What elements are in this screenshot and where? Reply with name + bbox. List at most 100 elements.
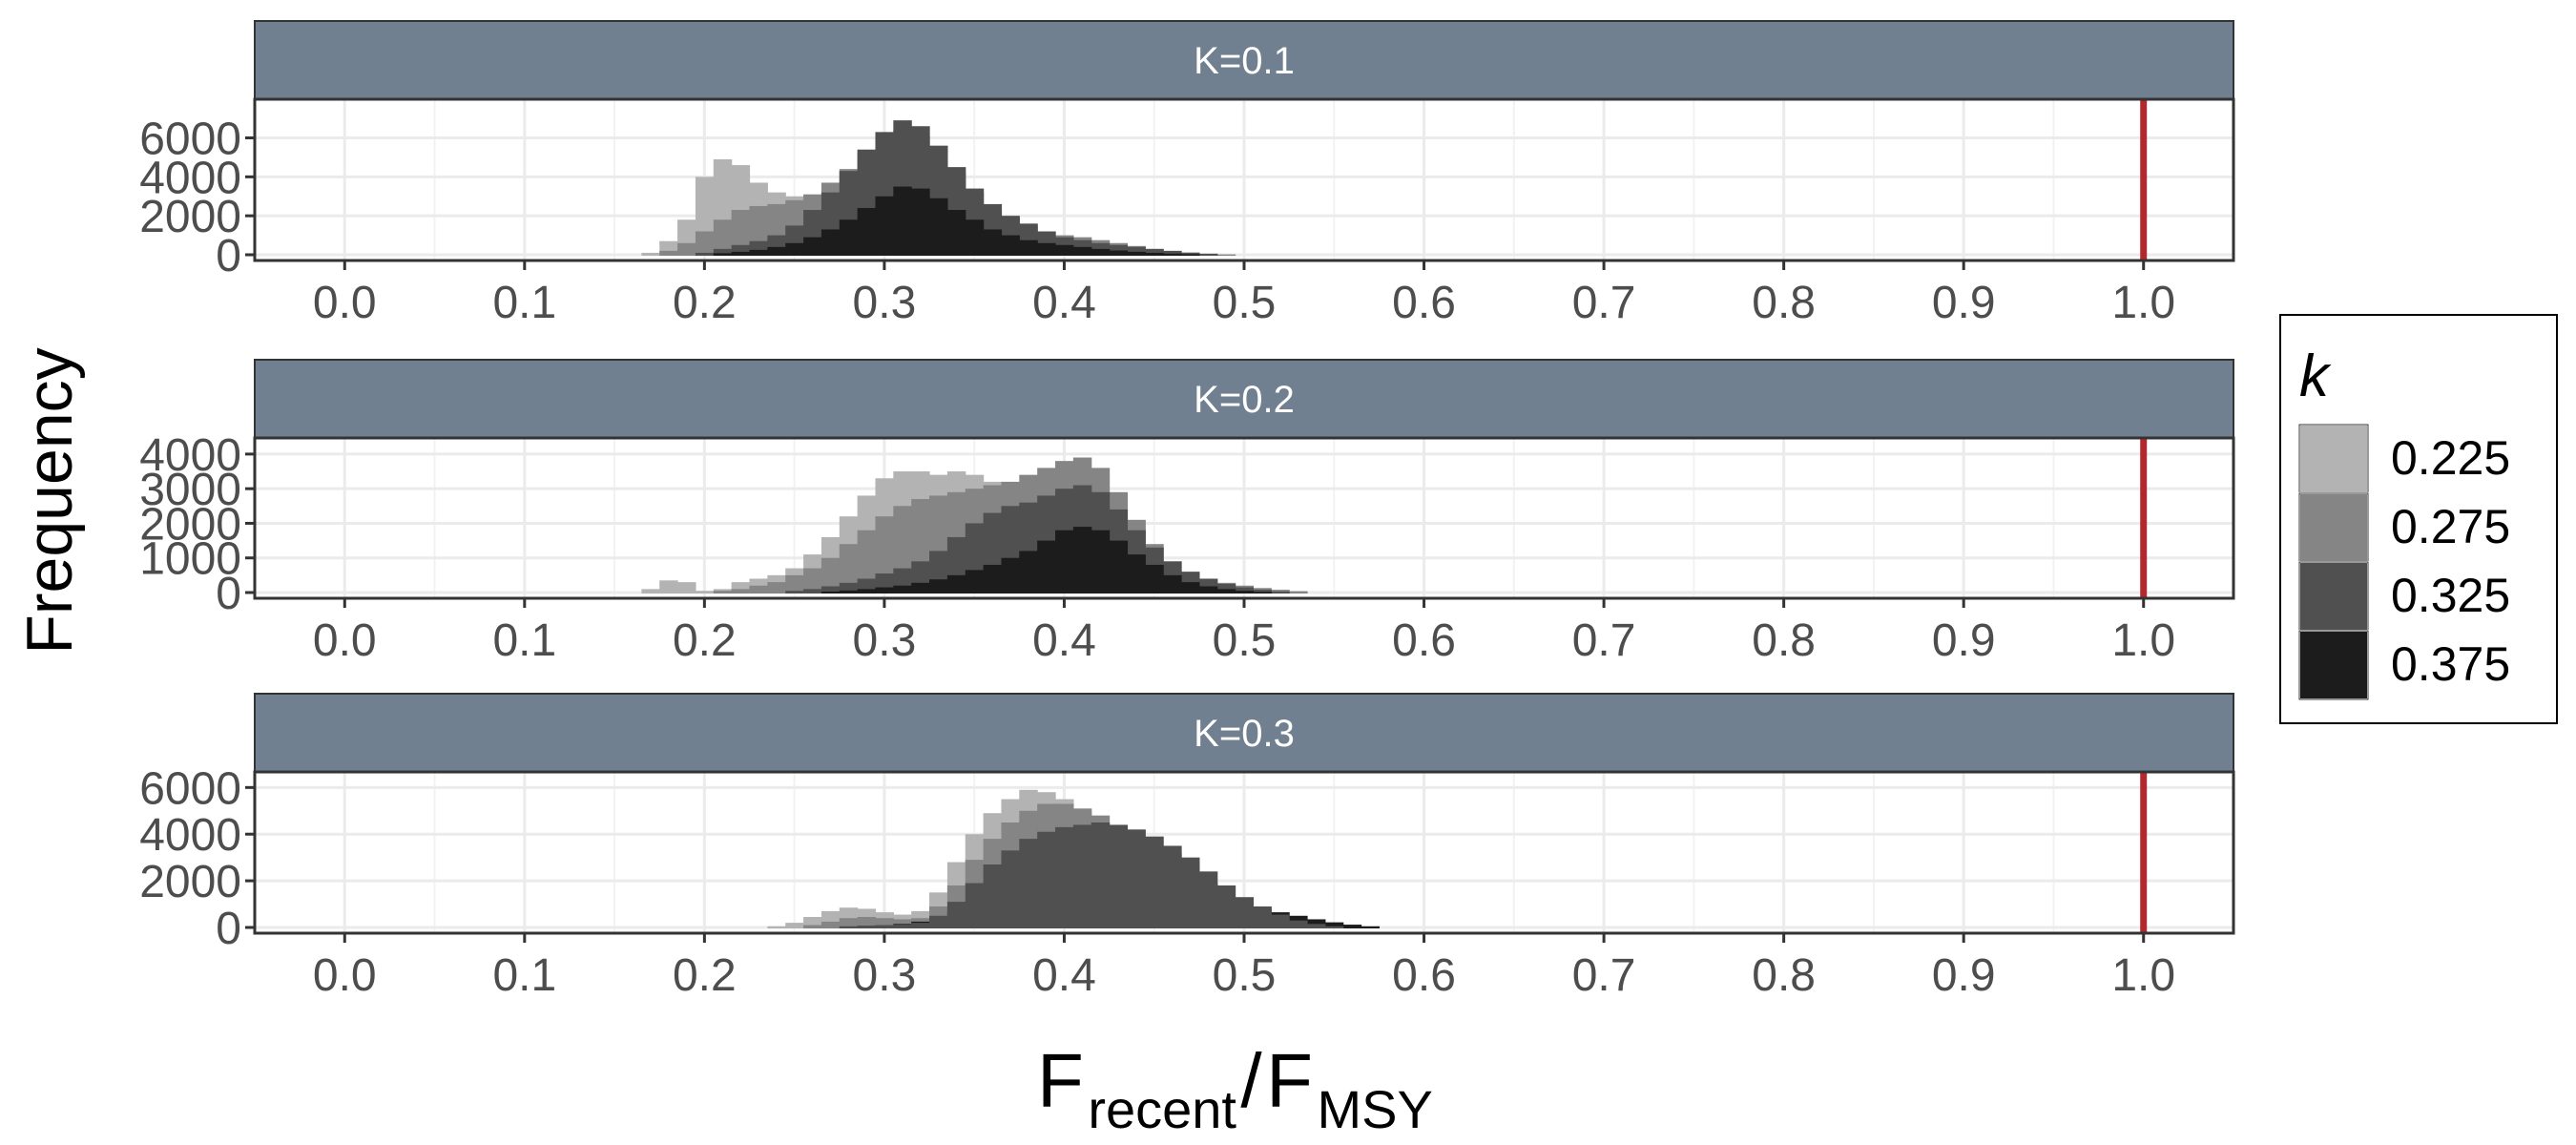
histogram-bar xyxy=(1145,836,1164,928)
histogram-bar xyxy=(929,198,948,256)
histogram-bar xyxy=(983,864,1003,928)
legend-swatch xyxy=(2298,424,2369,494)
x-tick-label: 0.5 xyxy=(1213,950,1277,1001)
histogram-bar xyxy=(731,582,751,593)
histogram-bar xyxy=(1091,530,1111,593)
histogram-bar xyxy=(785,574,804,593)
histogram-bar xyxy=(1216,885,1236,928)
histogram-bar xyxy=(1163,250,1182,256)
x-tick-label: 0.0 xyxy=(313,615,377,666)
x-tick-label: 0.2 xyxy=(673,950,737,1001)
x-tick-label: 0.7 xyxy=(1572,950,1636,1001)
histogram-bar xyxy=(677,582,696,593)
x-tick-label: 0.9 xyxy=(1932,615,1996,666)
x-tick-label: 1.0 xyxy=(2111,615,2175,666)
histogram-bar xyxy=(1109,244,1129,256)
histogram-bar xyxy=(1235,897,1255,928)
histogram-bar xyxy=(767,582,786,593)
y-tick-label: 6000 xyxy=(139,763,241,814)
histogram-bar xyxy=(893,186,912,256)
legend-label: 0.275 xyxy=(2391,500,2510,553)
histogram-bar xyxy=(875,196,894,256)
histogram-bar xyxy=(893,919,912,928)
histogram-bar xyxy=(1235,587,1255,593)
histogram-bar xyxy=(1001,850,1020,928)
x-tick-label: 0.5 xyxy=(1213,278,1277,328)
histogram-bar xyxy=(1253,906,1272,928)
facet-strip-label: K=0.3 xyxy=(1194,713,1295,755)
histogram-bar xyxy=(1181,254,1200,256)
histogram-bar xyxy=(1109,540,1129,593)
histogram-bar xyxy=(767,926,786,928)
histogram-bar xyxy=(785,923,804,928)
histogram-bar xyxy=(641,252,660,256)
histogram-bar xyxy=(1127,829,1146,928)
histogram-bar xyxy=(1306,924,1326,928)
x-title-sep: / xyxy=(1240,1038,1262,1123)
histogram-bar xyxy=(965,570,985,593)
histogram-bar xyxy=(1019,551,1038,593)
series-0.375 xyxy=(821,527,1272,593)
x-tick-label: 1.0 xyxy=(2111,950,2175,1001)
legend-swatch-outline xyxy=(2298,630,2369,700)
series-0.325 xyxy=(839,822,1344,928)
histogram-bar xyxy=(929,579,948,593)
histogram-bar xyxy=(1163,845,1182,928)
histogram-bar xyxy=(857,589,877,593)
histogram-bar xyxy=(911,188,930,256)
y-tick-label: 0 xyxy=(216,569,241,619)
x-tick-label: 1.0 xyxy=(2111,278,2175,328)
x-tick-label: 0.6 xyxy=(1392,950,1456,1001)
histogram-bar xyxy=(1306,919,1326,928)
histogram-bar xyxy=(965,219,985,256)
histogram-bar xyxy=(1361,926,1381,928)
histogram-bar xyxy=(1145,252,1164,256)
histogram-bar xyxy=(1055,530,1074,593)
x-tick-label: 0.8 xyxy=(1752,950,1816,1001)
y-tick-label: 3000 xyxy=(139,465,241,515)
histogram-bar xyxy=(911,923,930,928)
x-tick-label: 0.2 xyxy=(673,615,737,666)
histogram-bar xyxy=(695,591,715,593)
histogram-bar xyxy=(1109,250,1129,256)
histogram-bar xyxy=(1055,244,1074,256)
histogram-bar xyxy=(1289,591,1308,593)
histogram-bar xyxy=(659,250,678,256)
x-tick-label: 0.3 xyxy=(853,615,917,666)
x-axis-title: F recent / F MSY xyxy=(1037,1038,1433,1139)
histogram-bar xyxy=(946,574,966,593)
histogram-bar xyxy=(1324,922,1344,928)
histogram-bar xyxy=(1091,248,1111,256)
x-tick-label: 0.4 xyxy=(1032,278,1096,328)
histogram-bar xyxy=(1072,824,1092,928)
histogram-bar xyxy=(803,568,822,593)
facet-strip xyxy=(254,359,2234,439)
y-tick-label: 0 xyxy=(216,231,241,281)
histogram-bar xyxy=(731,251,751,256)
y-tick-label: 0 xyxy=(216,904,241,954)
histogram-bar xyxy=(677,242,696,256)
histogram-bar xyxy=(803,589,822,593)
y-tick-label: 4000 xyxy=(139,153,241,203)
histogram-bar xyxy=(946,210,966,256)
x-tick-label: 0.0 xyxy=(313,278,377,328)
histogram-bar xyxy=(1001,235,1020,256)
histogram-bar xyxy=(1271,914,1290,928)
histogram-bar xyxy=(731,210,751,256)
histogram-bar xyxy=(1253,590,1272,593)
x-tick-label: 0.6 xyxy=(1392,615,1456,666)
y-tick-label: 4000 xyxy=(139,810,241,861)
histogram-bar xyxy=(767,246,786,256)
histogram-bar xyxy=(946,902,966,928)
histogram-bar xyxy=(713,253,733,256)
histogram-bar xyxy=(1181,582,1200,593)
histogram-bar xyxy=(803,925,822,928)
y-tick-label: 2000 xyxy=(139,857,241,907)
legend-swatch xyxy=(2298,630,2369,700)
histogram-bar xyxy=(839,590,859,593)
histogram-bar xyxy=(1037,540,1056,593)
x-tick-label: 0.6 xyxy=(1392,278,1456,328)
y-axis-title: Frequency xyxy=(13,347,86,654)
